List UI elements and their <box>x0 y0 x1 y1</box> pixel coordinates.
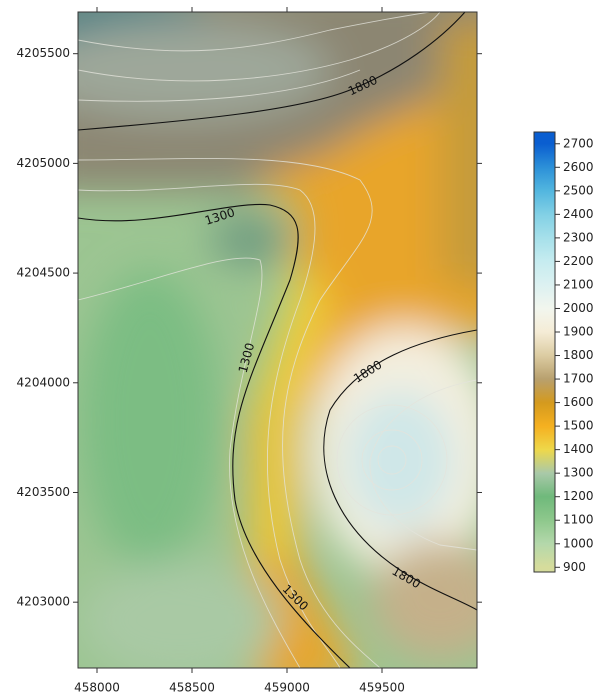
y-tick-label: 4205500 <box>17 46 70 60</box>
colorbar-tick-label: 2400 <box>563 207 594 221</box>
colorbar-tick-label: 1800 <box>563 348 594 362</box>
colorbar-tick-label: 2500 <box>563 183 594 197</box>
colorbar-tick-label: 1200 <box>563 489 594 503</box>
colorbar-tick-label: 1900 <box>563 325 594 339</box>
colorbar-tick-label: 2200 <box>563 254 594 268</box>
colorbar-tick-label: 1700 <box>563 372 594 386</box>
colorbar-tick-label: 1000 <box>563 536 594 550</box>
x-tick-label: 459500 <box>359 681 405 695</box>
colorbar-tick-label: 900 <box>563 560 586 574</box>
colorbar-tick-label: 2600 <box>563 160 594 174</box>
colorbar-tick-label: 1100 <box>563 513 594 527</box>
y-tick-label: 4203500 <box>17 485 70 499</box>
x-tick-label: 458500 <box>169 681 215 695</box>
colorbar-tick-label: 1400 <box>563 442 594 456</box>
x-tick-label: 458000 <box>74 681 120 695</box>
field <box>30 0 520 700</box>
y-tick-label: 4203000 <box>17 595 70 609</box>
x-tick-label: 459000 <box>264 681 310 695</box>
colorbar-tick-label: 2000 <box>563 301 594 315</box>
y-tick-label: 4204000 <box>17 375 70 389</box>
colorbar-tick-label: 2700 <box>563 136 594 150</box>
y-tick-label: 4204500 <box>17 266 70 280</box>
colorbar-tick-label: 1300 <box>563 466 594 480</box>
chart: 458000 458500 459000 459500 4203000 4203500 42… <box>0 0 603 700</box>
colorbar <box>534 132 555 572</box>
y-tick-label: 4205000 <box>17 156 70 170</box>
colorbar-tick-label: 2100 <box>563 277 594 291</box>
colorbar-tick-label: 2300 <box>563 230 594 244</box>
colorbar-tick-label: 1600 <box>563 395 594 409</box>
colorbar-tick-label: 1500 <box>563 419 594 433</box>
